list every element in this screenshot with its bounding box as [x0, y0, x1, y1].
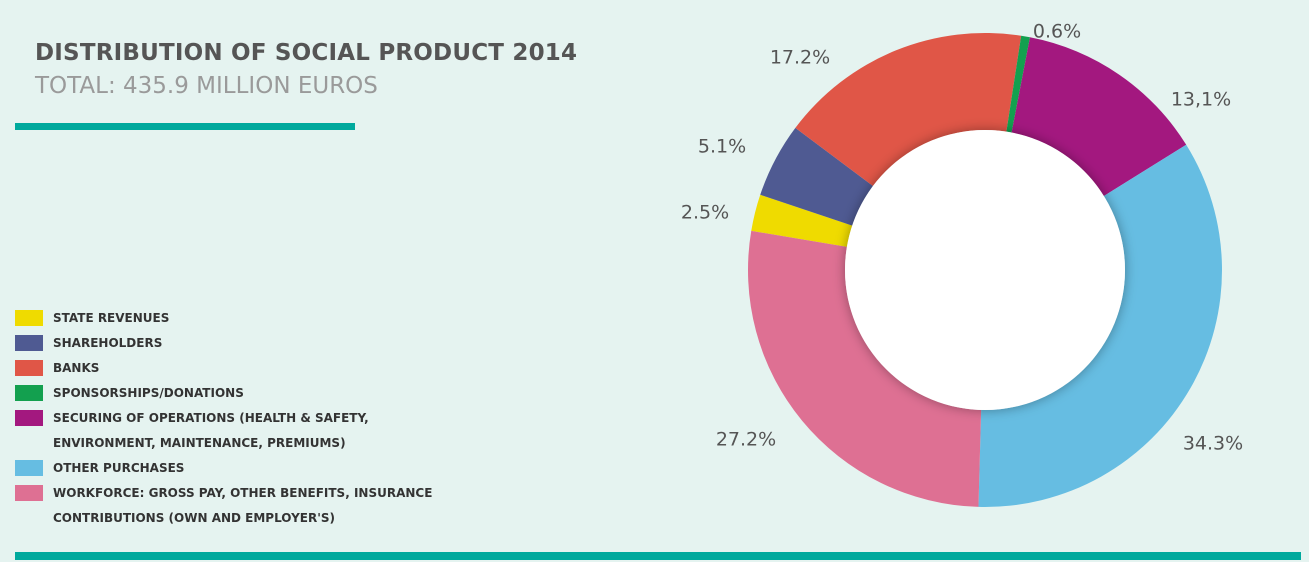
- accent-bar: [15, 123, 355, 130]
- donut-segment: [795, 33, 1022, 187]
- chart-subtitle: TOTAL: 435.9 MILLION EUROS: [35, 73, 378, 99]
- legend-swatch: [15, 485, 43, 501]
- legend-item: STATE REVENUES: [15, 306, 485, 331]
- data-label: 34.3%: [1183, 433, 1243, 455]
- donut-segment: [1006, 35, 1030, 133]
- donut-segment: [748, 230, 982, 507]
- legend-item: OTHER PURCHASES: [15, 456, 485, 481]
- data-label: 5.1%: [698, 136, 746, 158]
- legend-item: SPONSORSHIPS/DONATIONS: [15, 381, 485, 406]
- donut-segment: [751, 194, 853, 247]
- legend-label: BANKS: [53, 361, 100, 375]
- donut-segment: [760, 127, 873, 226]
- data-label: 13,1%: [1171, 89, 1231, 111]
- legend-swatch: [15, 335, 43, 351]
- legend-swatch: [15, 410, 43, 426]
- legend-label: SPONSORSHIPS/DONATIONS: [53, 386, 244, 400]
- legend-item: WORKFORCE: GROSS PAY, OTHER BENEFITS, IN…: [15, 481, 485, 531]
- footer-bar: [15, 552, 1301, 560]
- legend-swatch: [15, 385, 43, 401]
- data-label: 0.6%: [1033, 21, 1081, 43]
- legend-item: SECURING OF OPERATIONS (HEALTH & SAFETY,…: [15, 406, 485, 456]
- chart-title: DISTRIBUTION OF SOCIAL PRODUCT 2014: [35, 40, 578, 66]
- legend-item: SHAREHOLDERS: [15, 331, 485, 356]
- legend-label: OTHER PURCHASES: [53, 461, 185, 475]
- data-label: 17.2%: [770, 47, 830, 69]
- data-label: 2.5%: [681, 202, 729, 224]
- donut-hole: [845, 130, 1125, 410]
- legend-swatch: [15, 460, 43, 476]
- legend: STATE REVENUES SHAREHOLDERS BANKS SPONSORSH…: [15, 306, 485, 531]
- data-label: 27.2%: [716, 429, 776, 451]
- legend-swatch: [15, 360, 43, 376]
- donut-segment: [978, 144, 1222, 507]
- legend-swatch: [15, 310, 43, 326]
- legend-label: STATE REVENUES: [53, 311, 170, 325]
- donut-segment: [1011, 37, 1187, 197]
- legend-label: WORKFORCE: GROSS PAY, OTHER BENEFITS, IN…: [53, 486, 433, 525]
- legend-label: SECURING OF OPERATIONS (HEALTH & SAFETY,…: [53, 411, 369, 450]
- legend-label: SHAREHOLDERS: [53, 336, 163, 350]
- legend-item: BANKS: [15, 356, 485, 381]
